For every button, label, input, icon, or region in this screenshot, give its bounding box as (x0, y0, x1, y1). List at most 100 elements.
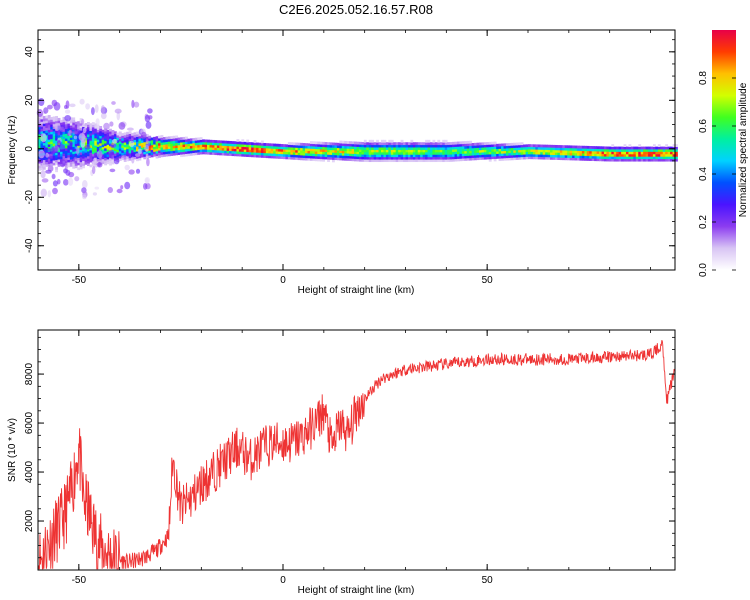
spectrogram-cell (557, 145, 561, 148)
spectrogram-cell (197, 149, 201, 153)
spectrogram-cell (307, 143, 311, 147)
spectrogram-cell (189, 143, 193, 147)
spectrogram-cell (126, 141, 130, 145)
spectrogram-cell (623, 146, 627, 150)
spectrogram-cell (133, 142, 137, 145)
spectrogram-cell (295, 152, 299, 156)
spectrogram-cell (263, 145, 267, 149)
spectrogram-cell (194, 137, 198, 141)
spectrogram-cell (104, 135, 107, 139)
spectrogram-noise-blob (116, 111, 121, 121)
spectrogram-cell (94, 135, 98, 139)
spectrogram-cell (655, 153, 659, 157)
spectrogram-cell (398, 149, 401, 153)
spectrogram-cell (84, 135, 88, 139)
spectrogram-noise-blob (107, 187, 114, 193)
spectrogram-cell (417, 154, 421, 158)
spectrogram-cell (241, 139, 245, 143)
spectrogram-cell (94, 137, 98, 141)
spectrogram-cell (471, 157, 475, 161)
spectrogram-cell (194, 147, 198, 151)
spectrogram-cell (381, 142, 384, 146)
spectrogram-cell (185, 139, 188, 142)
spectrogram-cell (439, 147, 443, 150)
spectrogram-cell (505, 148, 509, 151)
spectrogram-cell (82, 148, 85, 152)
spectrogram-cell (496, 146, 499, 150)
spectrogram-cell (50, 143, 54, 147)
spectrogram-cell (297, 154, 301, 158)
spectrogram-cell (635, 146, 639, 150)
spectrogram-cell (349, 146, 352, 149)
spectrogram-cell (111, 134, 115, 138)
spectrogram-cell (199, 149, 203, 153)
spectrogram-cell (47, 158, 51, 162)
spectrogram-cell (42, 120, 46, 124)
spectrogram-cell (172, 138, 176, 142)
spectrogram-cell (567, 150, 571, 154)
y-tick-label: 20 (24, 94, 35, 106)
spectrogram-cell (50, 121, 54, 125)
spectrogram-cell (283, 153, 286, 157)
spectrogram-cell (577, 155, 580, 159)
spectrogram-cell (172, 140, 176, 144)
spectrogram-cell (373, 147, 377, 150)
spectrogram-cell (172, 145, 176, 149)
spectrogram-cell (579, 145, 583, 149)
spectrogram-cell (479, 152, 482, 156)
spectrogram-cell (403, 151, 406, 155)
spectrogram-cell (376, 159, 379, 163)
spectrogram-cell (652, 153, 656, 157)
spectrogram-cell (584, 155, 588, 159)
spectrogram-cell (50, 138, 54, 142)
spectrogram-noise-blob (103, 122, 110, 130)
spectrogram-cell (136, 138, 139, 142)
spectrogram-cell (346, 155, 350, 159)
spectrogram-cell (167, 146, 171, 149)
spectrogram-cell (314, 148, 318, 152)
spectrogram-cell (621, 146, 624, 150)
spectrogram-cell (224, 152, 228, 156)
spectrogram-cell (474, 154, 477, 158)
spectrogram-cell (621, 156, 624, 160)
spectrogram-cell (55, 130, 58, 134)
x-tick-label: -50 (72, 575, 87, 586)
spectrogram-cell (650, 146, 654, 150)
spectrogram-cell (47, 134, 51, 138)
spectrogram-cell (493, 153, 497, 157)
spectrogram-cell (532, 154, 536, 157)
spectrogram-cell (91, 136, 95, 140)
spectrogram-cell (136, 155, 139, 159)
spectrogram-cell (552, 154, 556, 158)
spectrogram-cell (378, 159, 382, 163)
spectrogram-cell (121, 140, 125, 144)
spectrogram-cell (150, 144, 154, 148)
spectrogram-cell (113, 145, 117, 149)
spectrogram-cell (535, 156, 539, 160)
spectrogram-cell (57, 130, 61, 133)
spectrogram-cell (280, 156, 284, 159)
spectrogram-cell (42, 123, 46, 127)
spectrogram-noise-blob (96, 162, 103, 168)
spectrogram-cell (599, 155, 602, 159)
spectrogram-cell (400, 151, 404, 155)
spectrogram-cell (481, 147, 485, 151)
spectrogram-cell (381, 147, 384, 150)
spectrogram-cell (670, 146, 673, 150)
spectrogram-cell (285, 154, 289, 157)
spectrogram-cell (471, 143, 475, 146)
spectrogram-cell (42, 128, 46, 131)
spectrogram-cell (314, 141, 318, 145)
spectrogram-cell (437, 156, 441, 160)
spectrogram-cell (334, 145, 338, 148)
spectrogram-cell (648, 153, 651, 157)
spectrogram-noise-blob (129, 140, 135, 148)
spectrogram-cell (50, 133, 54, 137)
spectrogram-cell (645, 149, 649, 152)
spectrogram-cell (665, 149, 669, 152)
spectrogram-cell (591, 155, 595, 159)
spectrogram-cell (224, 150, 228, 154)
spectrogram-cell (155, 138, 159, 142)
spectrogram-cell (155, 153, 159, 157)
spectrogram-cell (251, 151, 254, 155)
